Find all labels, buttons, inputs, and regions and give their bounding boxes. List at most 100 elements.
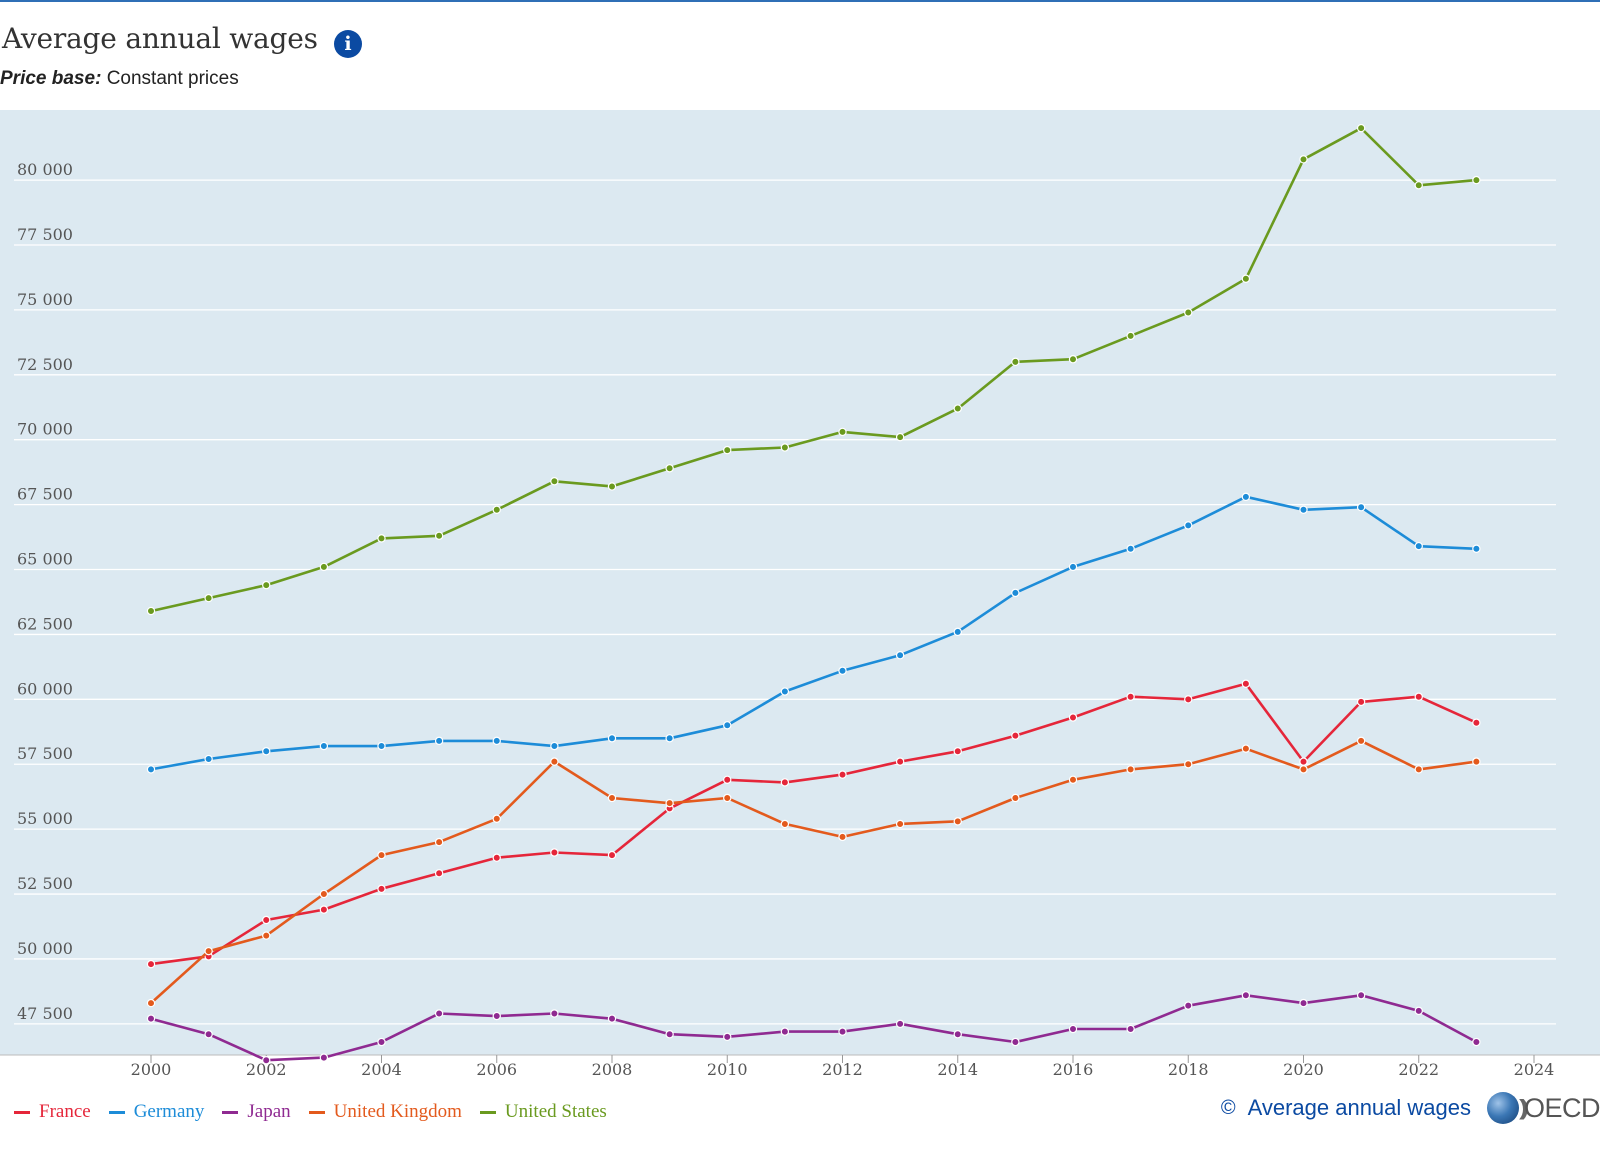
data-point-japan (1472, 1037, 1481, 1047)
price-base-value: Constant prices (106, 68, 239, 89)
data-point-germany (1126, 544, 1135, 553)
data-point-united-kingdom (262, 931, 271, 940)
source-link[interactable]: Average annual wages (1247, 1095, 1471, 1120)
legend-swatch (14, 1110, 30, 1114)
data-point-germany (1299, 505, 1308, 515)
data-point-france (1241, 679, 1251, 688)
data-point-united-kingdom (319, 889, 329, 899)
data-point-japan (377, 1037, 386, 1047)
data-point-united-states (319, 562, 329, 572)
data-point-japan (492, 1011, 501, 1021)
chart-subtitle: Price base: Constant prices (0, 68, 239, 90)
data-point-germany (723, 721, 732, 730)
data-point-japan (838, 1027, 847, 1036)
data-point-united-kingdom (1184, 760, 1193, 769)
data-point-germany (492, 736, 501, 746)
footer: © Average annual wages ))) OECD (1221, 1092, 1600, 1124)
data-point-united-states (953, 404, 962, 413)
y-tick-label: 77 500 (17, 225, 73, 244)
data-point-japan (1126, 1024, 1135, 1034)
legend-item-germany[interactable]: Germany (108, 1101, 204, 1123)
data-point-japan (1241, 991, 1251, 1000)
data-point-germany (780, 687, 790, 696)
x-tick-label: 2018 (1168, 1060, 1209, 1079)
data-point-france (780, 778, 790, 787)
x-tick-label: 2002 (246, 1060, 287, 1079)
data-point-france (434, 869, 444, 878)
data-point-united-kingdom (780, 819, 790, 829)
data-point-japan (1299, 998, 1308, 1008)
data-point-japan (1068, 1024, 1078, 1034)
y-tick-label: 55 000 (17, 809, 73, 828)
data-point-germany (262, 747, 271, 756)
data-point-united-kingdom (1241, 744, 1251, 753)
info-icon[interactable]: i (334, 30, 362, 58)
data-point-united-states (1414, 181, 1423, 190)
data-point-united-states (550, 477, 559, 486)
legend-item-united-states[interactable]: United States (479, 1101, 607, 1123)
legend-item-france[interactable]: France (14, 1101, 91, 1123)
chart-legend: France Germany Japan United Kingdom United S… (14, 1101, 625, 1123)
data-point-japan (434, 1009, 444, 1018)
legend-item-united-kingdom[interactable]: United Kingdom (308, 1101, 462, 1123)
data-point-united-states (723, 445, 732, 455)
data-point-united-kingdom (1472, 757, 1481, 766)
data-point-germany (665, 734, 674, 743)
x-tick-label: 2000 (131, 1060, 172, 1079)
y-tick-label: 52 500 (17, 874, 73, 893)
data-point-united-states (204, 593, 213, 603)
data-point-united-kingdom (665, 798, 674, 808)
data-point-united-kingdom (550, 757, 559, 766)
series-line-germany (150, 495, 1477, 771)
data-point-france (1184, 695, 1193, 704)
data-point-united-kingdom (434, 837, 444, 847)
data-point-france (1472, 718, 1481, 727)
series-line-united-kingdom (150, 739, 1477, 1005)
x-tick-label: 2004 (361, 1060, 402, 1079)
legend-item-japan[interactable]: Japan (222, 1101, 291, 1123)
data-point-united-states (838, 427, 847, 437)
data-point-france (319, 905, 329, 914)
legend-swatch (479, 1110, 496, 1114)
legend-label: France (39, 1101, 91, 1122)
legend-label: United Kingdom (333, 1101, 462, 1122)
data-point-united-kingdom (1126, 765, 1135, 774)
data-point-united-kingdom (1356, 736, 1366, 746)
legend-swatch (308, 1110, 325, 1114)
price-base-label: Price base: (0, 68, 102, 89)
x-tick-label: 2014 (937, 1060, 978, 1079)
data-point-germany (953, 627, 962, 637)
data-point-germany (1068, 562, 1078, 572)
data-point-united-kingdom (204, 946, 213, 956)
data-point-united-kingdom (607, 793, 617, 803)
oecd-logo-marks: ))) (1519, 1095, 1529, 1120)
data-point-france (723, 775, 732, 785)
data-point-germany (1356, 503, 1366, 512)
data-point-france (838, 770, 847, 779)
data-point-germany (895, 650, 905, 660)
data-point-japan (550, 1009, 559, 1018)
data-point-united-states (1356, 123, 1366, 133)
copyright-icon: © (1220, 1096, 1236, 1119)
data-point-france (492, 853, 501, 862)
y-tick-label: 60 000 (17, 679, 73, 698)
data-point-united-states (1241, 274, 1251, 283)
data-point-united-states (1011, 357, 1020, 367)
data-point-united-states (895, 432, 905, 442)
top-border (0, 0, 1600, 2)
data-point-germany (1011, 588, 1020, 598)
x-tick-label: 2020 (1283, 1060, 1324, 1079)
y-tick-label: 47 500 (17, 1004, 73, 1023)
plot-background (0, 110, 1600, 1055)
y-tick-label: 67 500 (17, 485, 73, 504)
legend-label: Japan (247, 1101, 291, 1122)
data-point-united-kingdom (1068, 775, 1078, 785)
x-tick-label: 2022 (1398, 1060, 1439, 1079)
data-point-united-states (492, 505, 501, 515)
data-point-united-states (262, 580, 271, 590)
data-point-united-states (434, 531, 444, 540)
data-point-united-kingdom (1299, 765, 1308, 774)
data-point-france (1011, 731, 1020, 740)
series-line-japan (150, 993, 1478, 1062)
